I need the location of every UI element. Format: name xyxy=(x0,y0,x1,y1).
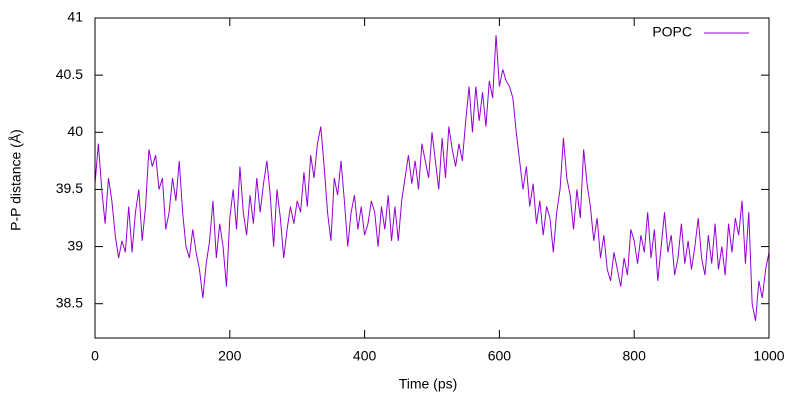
plot-border xyxy=(94,17,770,339)
legend-label: POPC xyxy=(652,24,692,40)
x-tick-label: 600 xyxy=(488,348,512,364)
y-tick-label: 41 xyxy=(67,9,83,25)
y-tick-label: 39 xyxy=(67,237,83,253)
y-tick-label: 40.5 xyxy=(56,66,83,82)
x-tick-label: 200 xyxy=(218,348,242,364)
y-tick-label: 39.5 xyxy=(56,180,83,196)
y-tick-label: 40 xyxy=(67,123,83,139)
y-tick-label: 38.5 xyxy=(56,294,83,310)
y-axis-label: P-P distance (Å) xyxy=(8,129,24,231)
x-tick-label: 1000 xyxy=(753,348,784,364)
x-tick-label: 800 xyxy=(623,348,647,364)
x-tick-label: 0 xyxy=(91,348,99,364)
x-axis-label: Time (ps) xyxy=(399,376,458,392)
data-line xyxy=(94,35,770,321)
x-tick-label: 400 xyxy=(353,348,377,364)
